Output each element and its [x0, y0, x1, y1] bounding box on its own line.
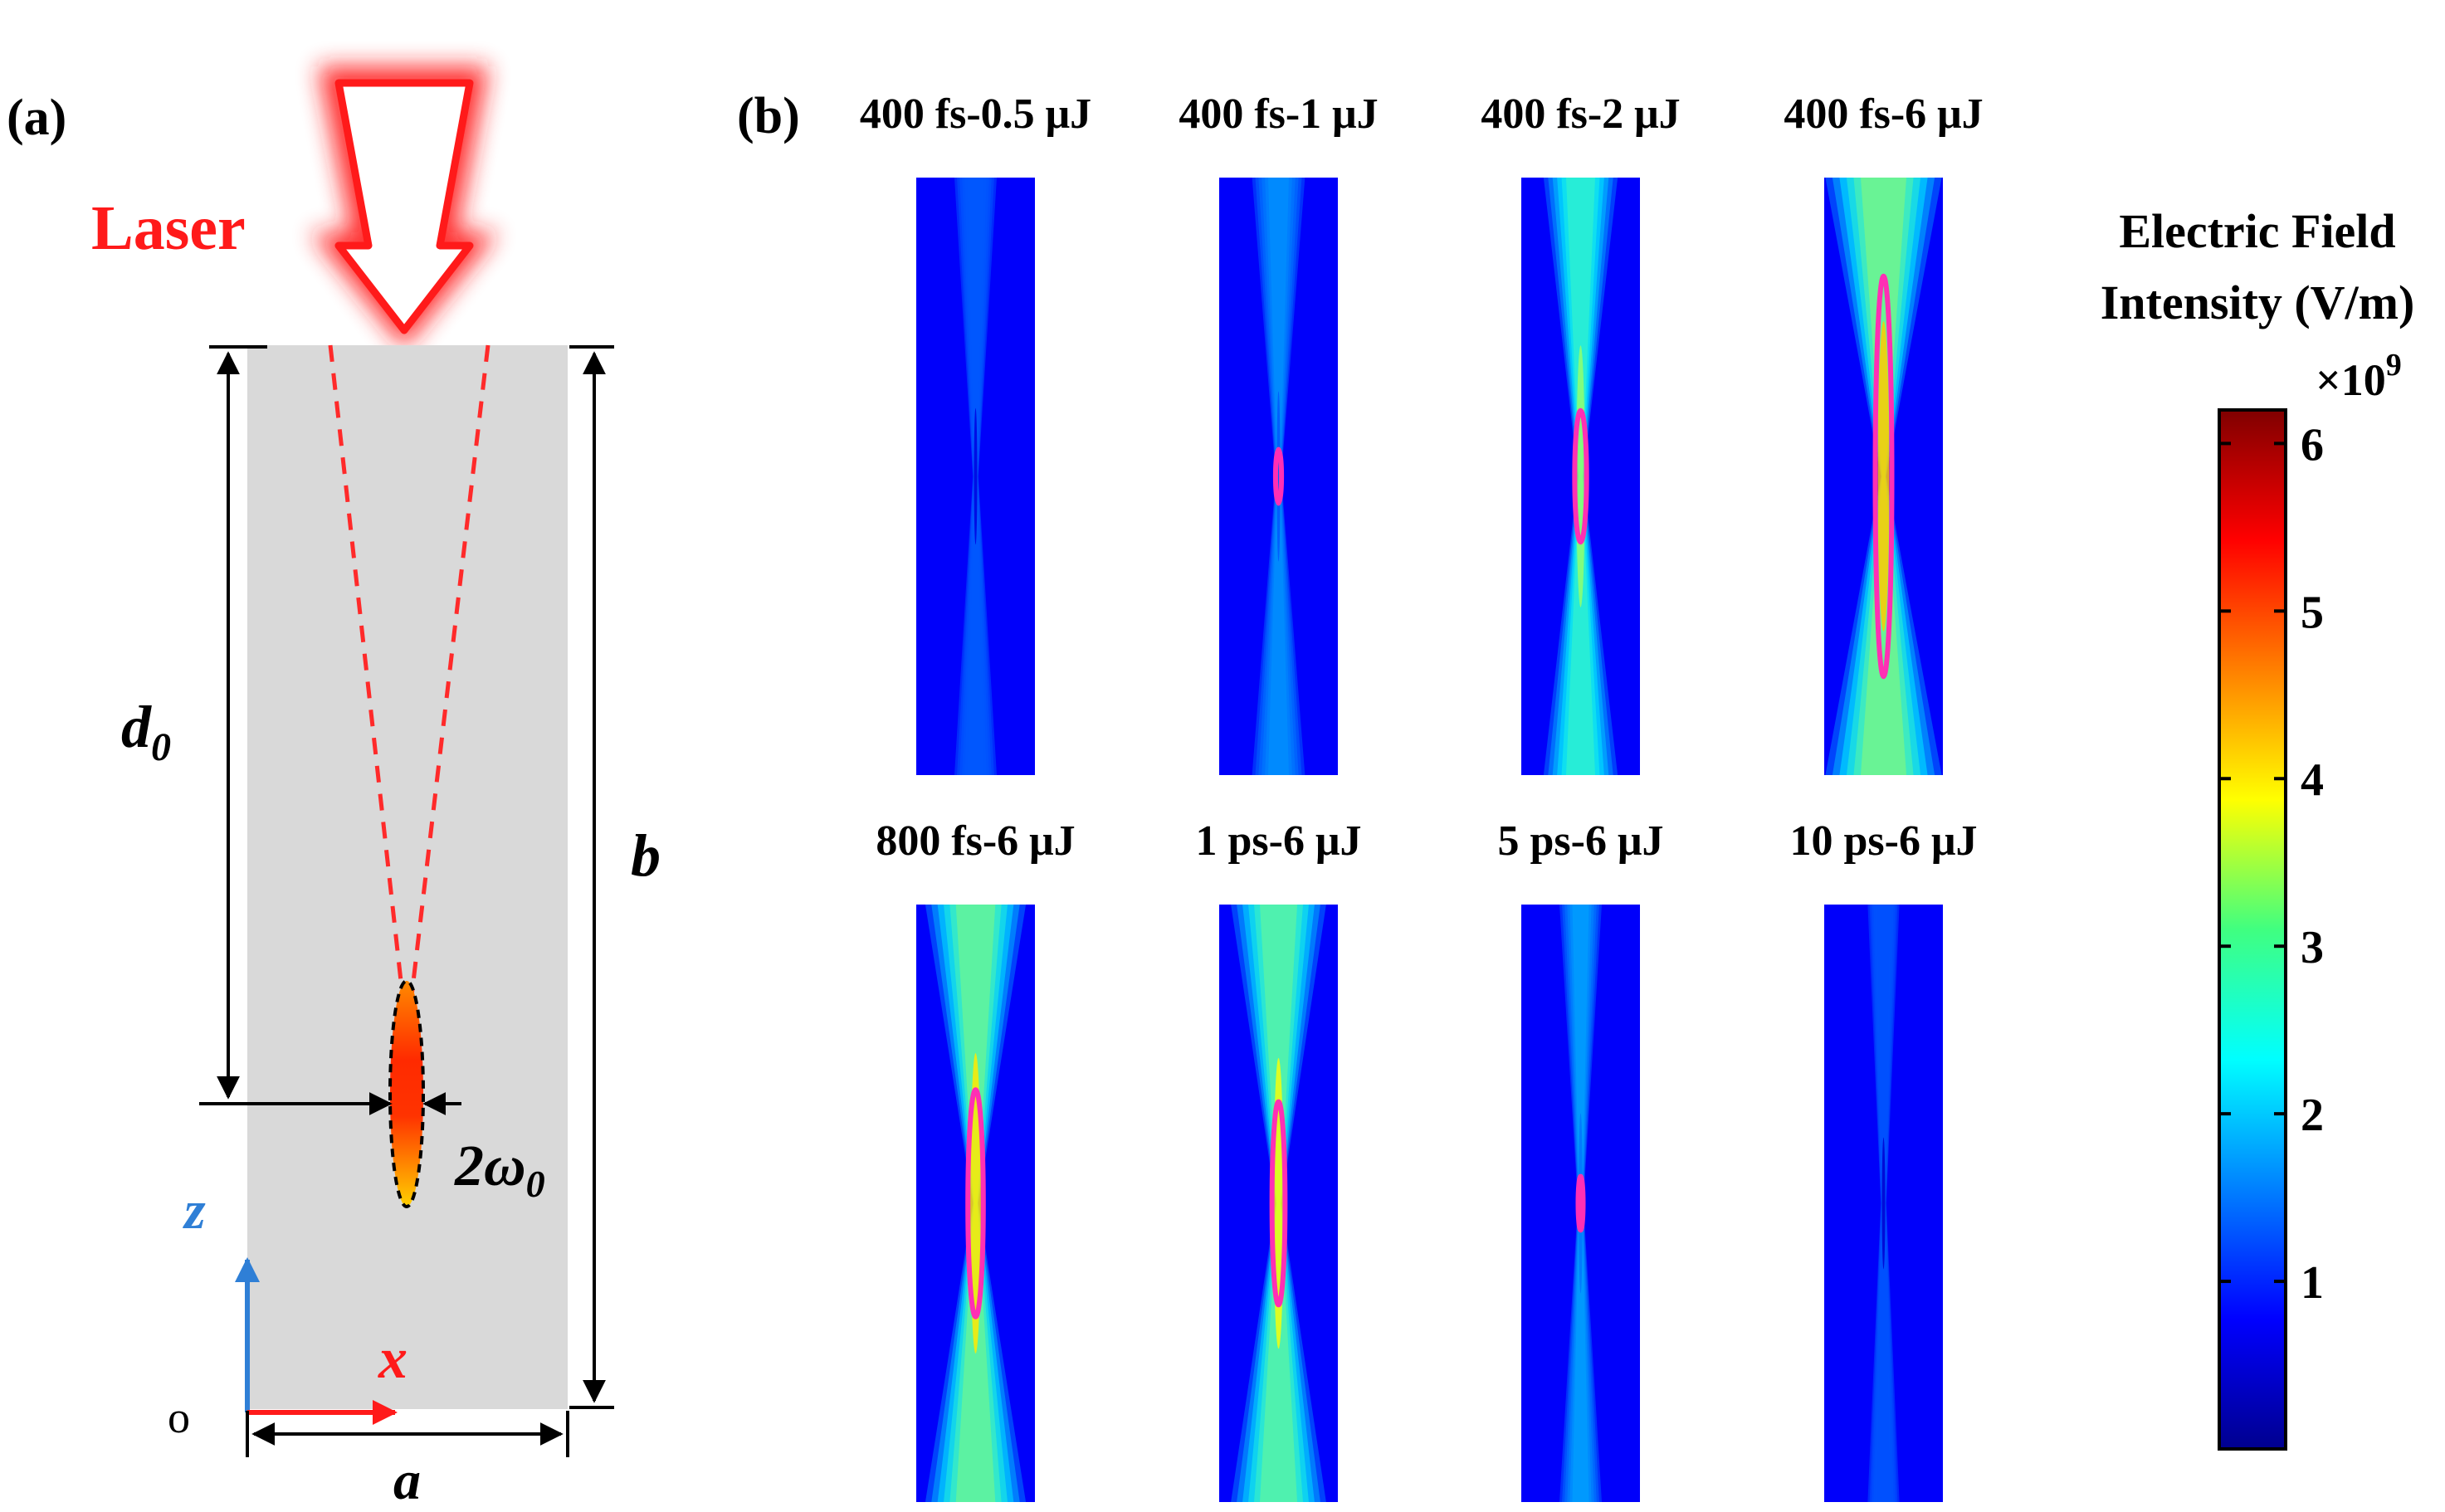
damage-threshold-contour [1575, 1173, 1586, 1233]
w0-label: 2ω0 [454, 1134, 545, 1205]
panel-b-label: (b) [737, 88, 800, 144]
colorbar-tick-label: 2 [2301, 1090, 2324, 1141]
field-map-panel: 400 fs-6 μJ [1784, 90, 1984, 775]
damage-threshold-contour [1272, 446, 1285, 506]
colorbar-title-line1: Electric Field [2119, 204, 2395, 258]
field-map-title: 400 fs-2 μJ [1481, 90, 1680, 138]
damage-threshold-contour [1269, 1099, 1288, 1308]
z-axis-label: z [183, 1180, 206, 1241]
field-map-panel: 400 fs-2 μJ [1481, 90, 1681, 775]
sample-block [247, 345, 568, 1409]
field-map-title: 10 ps-6 μJ [1790, 817, 1978, 865]
laser-arrow-icon [310, 66, 498, 349]
beam-edge-right [409, 344, 490, 997]
colorbar-ticks: 1 2 3 4 5 6 [2219, 419, 2324, 1309]
field-map-title: 400 fs-6 μJ [1784, 90, 1983, 138]
field-map-panel: 1 ps-6 μJ [1196, 817, 1362, 1502]
colorbar-tick-label: 1 [2301, 1257, 2324, 1309]
colorbar-title-line2: Intensity (V/m) [2101, 276, 2415, 329]
damage-threshold-contour [1872, 273, 1895, 680]
colorbar-tick-label: 5 [2301, 587, 2324, 638]
field-map-panel: 10 ps-6 μJ [1790, 817, 1978, 1502]
colorbar-gradient [2218, 408, 2287, 1451]
a-label: a [393, 1451, 421, 1511]
colorbar: Electric Field Intensity (V/m) ×109 1 2 3 4… [2101, 204, 2415, 1451]
panel-a-label: (a) [7, 90, 66, 146]
field-map-panel: 800 fs-6 μJ [876, 817, 1076, 1502]
damage-threshold-contour [965, 1087, 986, 1319]
panel-a: (a) Laser d0 b 2ω0 z x o [7, 66, 661, 1511]
colorbar-tick-label: 4 [2301, 754, 2324, 806]
field-map-title: 400 fs-1 μJ [1179, 90, 1378, 138]
field-map-title: 400 fs-0.5 μJ [860, 90, 1091, 138]
field-map-panel: 400 fs-0.5 μJ [860, 90, 1091, 775]
colorbar-multiplier: ×109 [2316, 348, 2402, 405]
b-label: b [631, 822, 661, 889]
x-axis-label: x [378, 1327, 408, 1391]
field-map-panel: 400 fs-1 μJ [1179, 90, 1379, 775]
colorbar-tick-label: 6 [2301, 419, 2324, 471]
field-map-title: 800 fs-6 μJ [876, 817, 1075, 865]
panel-b: (b) 400 fs-0.5 μJ 400 fs-1 μJ 400 fs-2 μJ 4… [737, 88, 1984, 1502]
origin-label: o [168, 1393, 190, 1442]
beam-edge-left [328, 344, 405, 997]
damage-threshold-contour [1572, 407, 1589, 545]
field-map-panel: 5 ps-6 μJ [1498, 817, 1664, 1502]
colorbar-tick-label: 3 [2301, 922, 2324, 973]
d0-label: d0 [121, 694, 171, 769]
field-maps: 400 fs-0.5 μJ 400 fs-1 μJ 400 fs-2 μJ 400 f… [860, 90, 1984, 1502]
field-map-title: 1 ps-6 μJ [1196, 817, 1362, 865]
laser-label: Laser [91, 193, 246, 263]
field-map-title: 5 ps-6 μJ [1498, 817, 1664, 865]
focal-spot [388, 979, 425, 1208]
